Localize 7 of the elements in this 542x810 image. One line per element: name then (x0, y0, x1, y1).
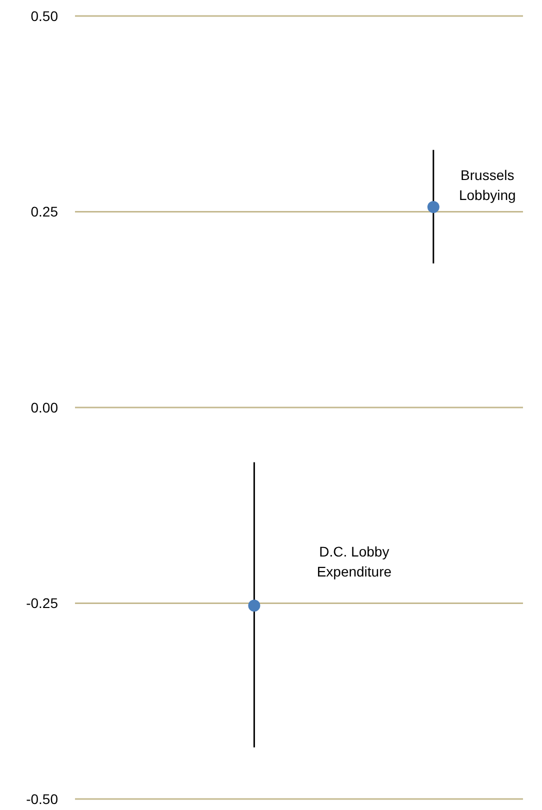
y-tick-label: 0.00 (30, 399, 58, 416)
y-tick-label: 0.50 (30, 8, 58, 24)
annotation: Brussels Lobbying (458, 166, 516, 203)
y-tick-label: -0.25 (26, 595, 58, 612)
annotation: D.C. Lobby Expenditure (316, 544, 392, 580)
y-tick-label: -0.50 (26, 790, 58, 807)
y-tick-label: 0.25 (30, 204, 58, 220)
